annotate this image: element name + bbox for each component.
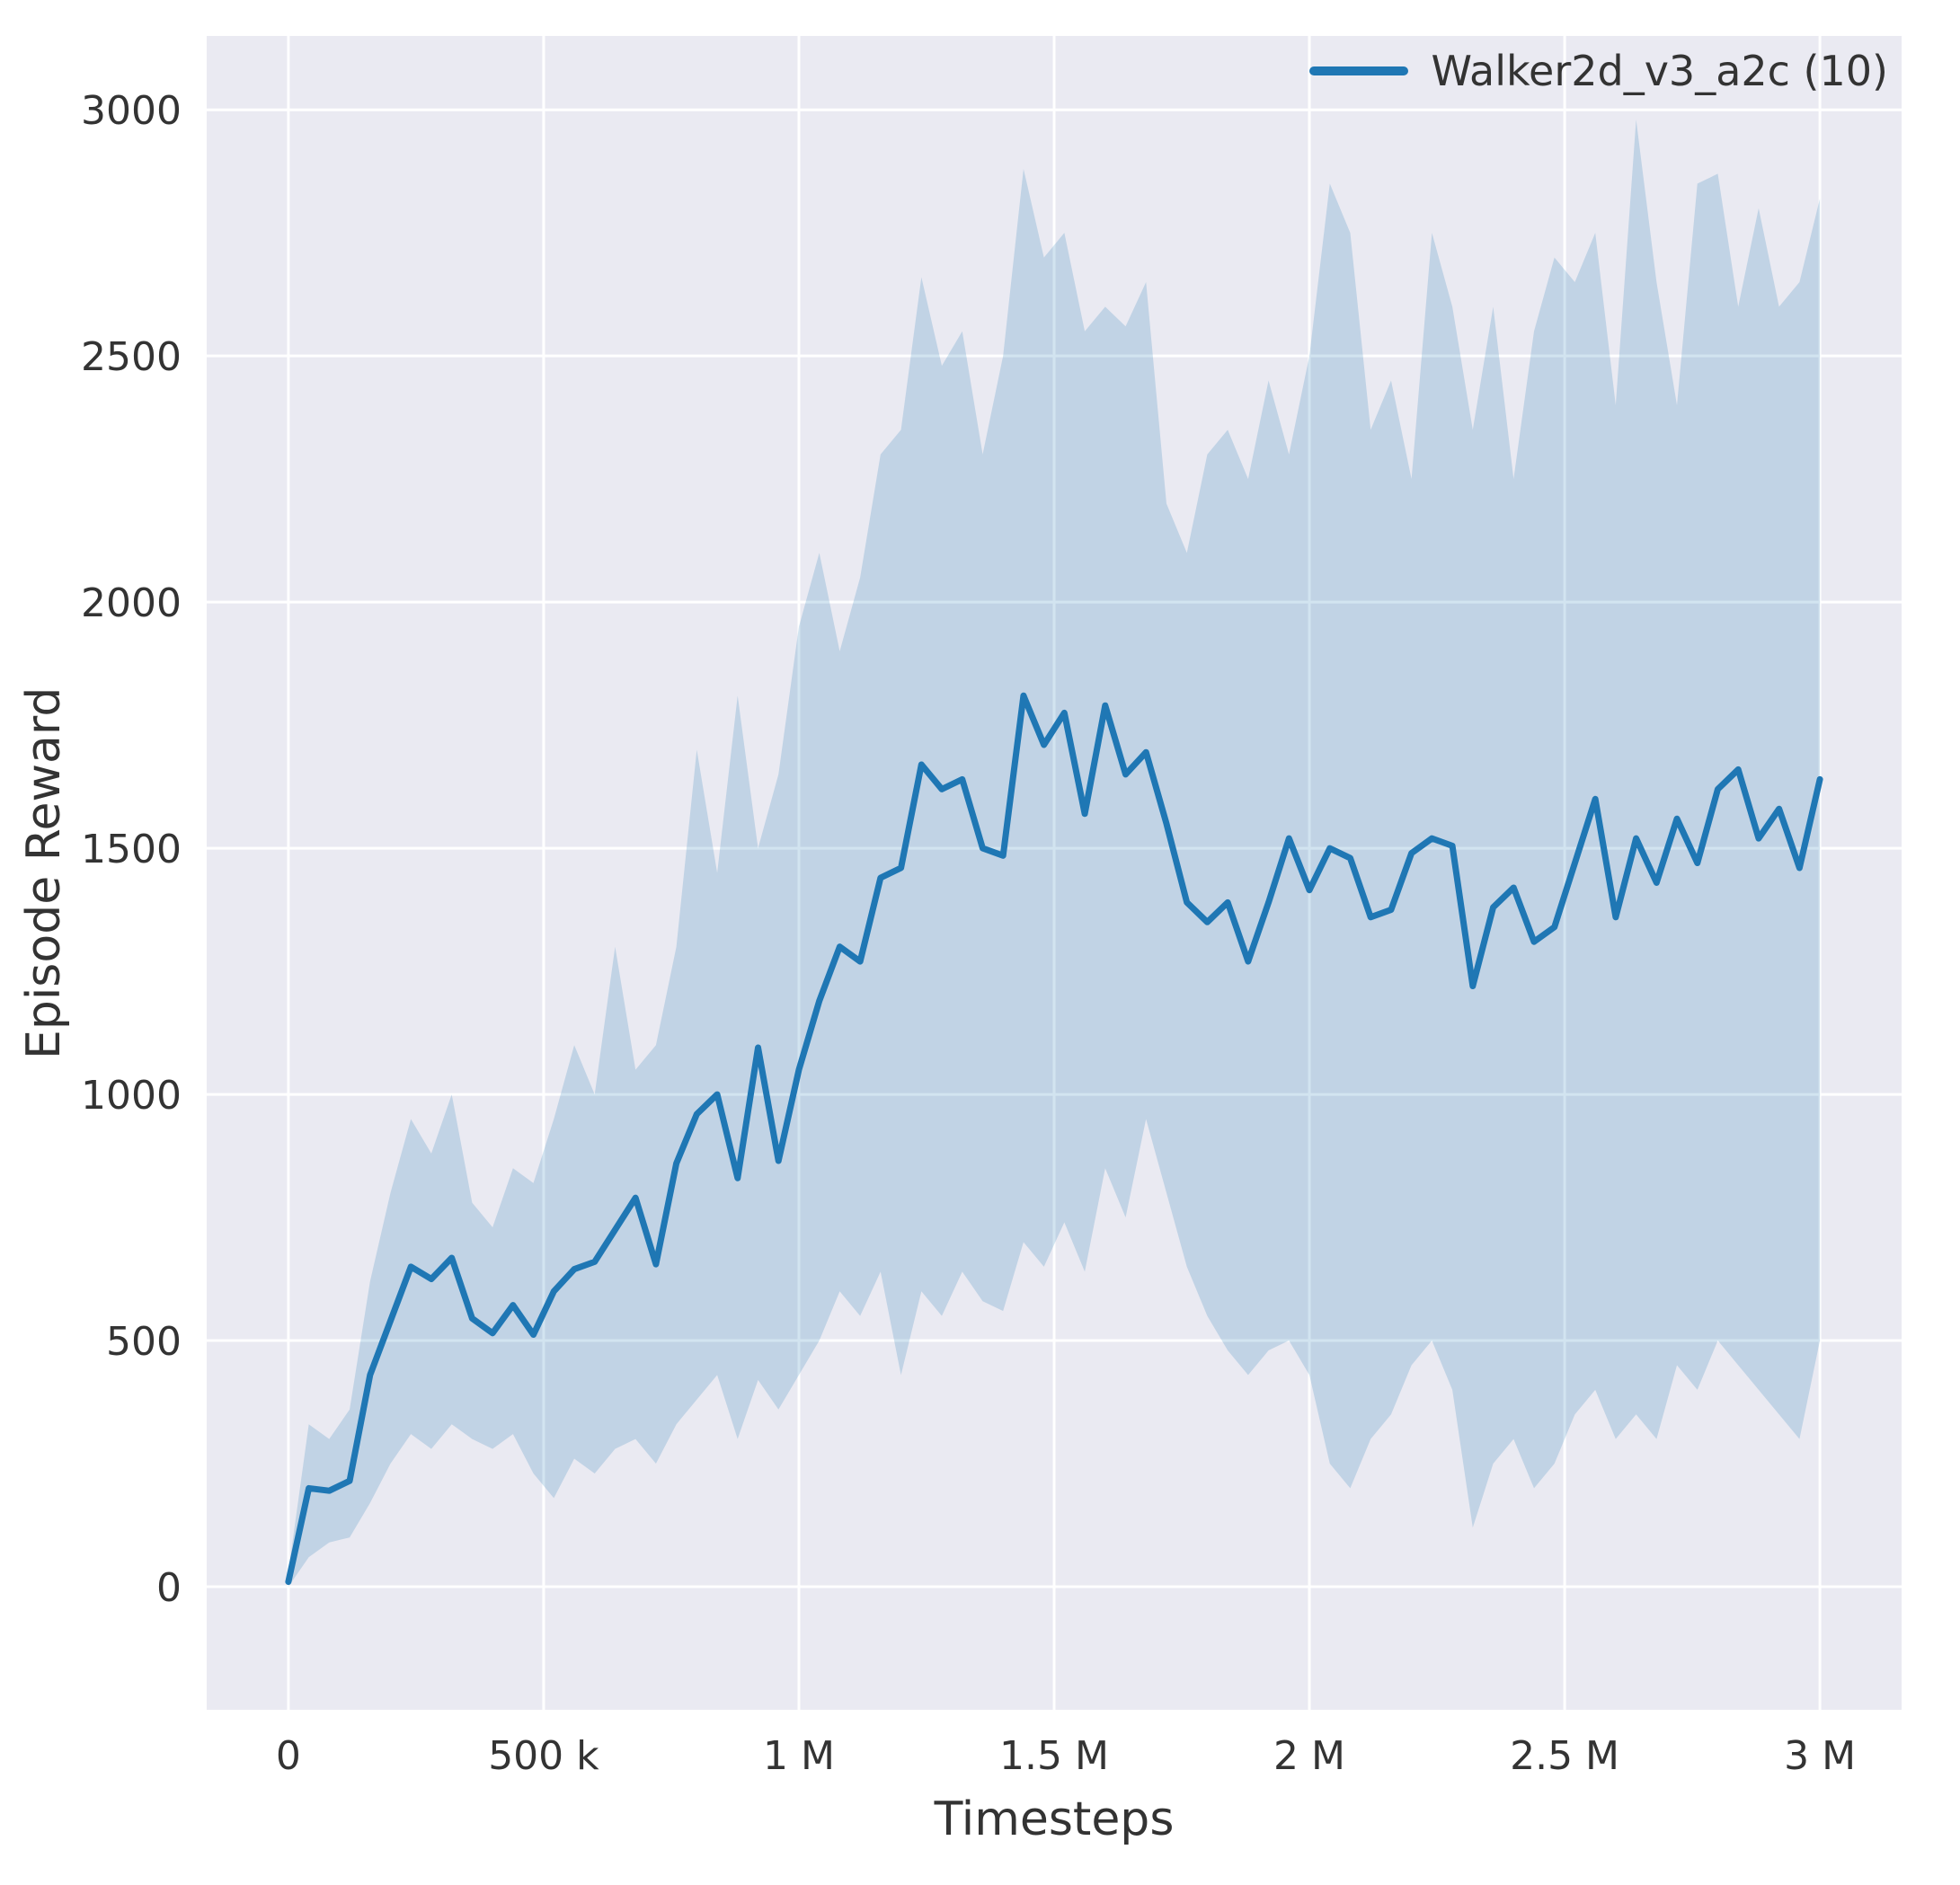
x-tick-label: 1.5 M [999, 1733, 1109, 1779]
x-tick-label: 2 M [1273, 1733, 1345, 1779]
y-axis-label: Episode Reward [17, 686, 71, 1059]
confidence-band [288, 119, 1821, 1588]
x-tick-label: 1 M [763, 1733, 835, 1779]
y-tick-label: 3000 [81, 88, 182, 134]
x-axis-label: Timesteps [934, 1792, 1175, 1846]
legend: Walker2d_v3_a2c (10) [1308, 47, 1888, 95]
x-tick-label: 2.5 M [1510, 1733, 1619, 1779]
y-tick-label: 1500 [81, 827, 182, 872]
y-tick-label: 2500 [81, 334, 182, 380]
x-tick-label: 3 M [1784, 1733, 1856, 1779]
legend-line-swatch [1308, 66, 1408, 75]
legend-label: Walker2d_v3_a2c (10) [1431, 47, 1888, 95]
x-tick-label: 500 k [488, 1733, 599, 1779]
mean-line [285, 692, 1823, 1586]
y-tick-label: 2000 [81, 580, 182, 626]
y-tick-label: 0 [156, 1565, 182, 1611]
y-tick-label: 1000 [81, 1073, 182, 1119]
y-tick-label: 500 [106, 1319, 182, 1365]
x-tick-label: 0 [276, 1733, 301, 1779]
